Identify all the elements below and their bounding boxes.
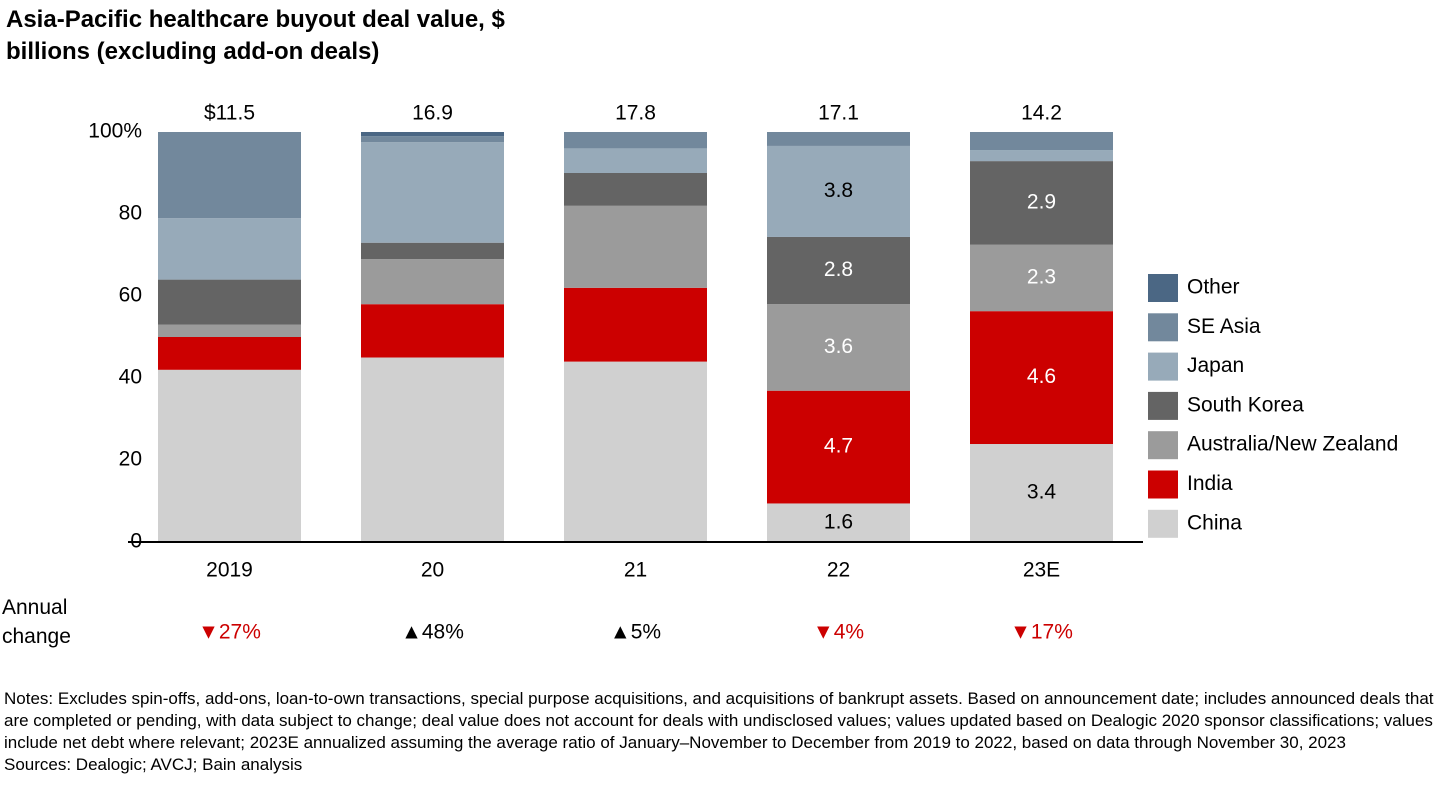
bar-segment [158, 132, 301, 219]
bar-segment [767, 145, 910, 237]
legend-swatch [1148, 352, 1178, 381]
y-tick-label: 60 [119, 284, 142, 307]
bar-segment [970, 161, 1113, 245]
bar-segment [361, 304, 504, 358]
total-label: 17.1 [818, 102, 859, 125]
bar-segment [564, 205, 707, 288]
bar-segment [564, 173, 707, 206]
x-tick-label: 2019 [206, 559, 253, 582]
segment-label: 4.7 [824, 435, 853, 458]
bar-segment [767, 390, 910, 504]
annual-change: ▲5% [610, 621, 661, 644]
bar-segment [970, 244, 1113, 312]
legend-label: SE Asia [1187, 315, 1261, 338]
segment-label: 3.8 [824, 179, 853, 202]
y-tick-label: 100% [88, 120, 142, 143]
legend-swatch [1148, 509, 1178, 538]
annual-change: ▲48% [401, 621, 464, 644]
total-label: 17.8 [615, 102, 656, 125]
legend-swatch [1148, 391, 1178, 420]
bar-segment [564, 361, 707, 542]
notes-block: Notes: Excludes spin-offs, add-ons, loan… [4, 688, 1436, 776]
bar-segment [970, 132, 1113, 151]
total-label: $11.5 [204, 102, 255, 125]
segment-label: 1.6 [824, 510, 853, 533]
segment-label: 3.4 [1027, 481, 1057, 504]
legend-swatch [1148, 470, 1178, 499]
bar-segment [361, 136, 504, 143]
total-label: 16.9 [412, 102, 453, 125]
legend-swatch [1148, 313, 1178, 342]
bar-segment [361, 132, 504, 137]
legend-swatch [1148, 431, 1178, 460]
annual-change: ▼4% [813, 621, 864, 644]
bar-segment [361, 357, 504, 542]
total-label: 14.2 [1021, 102, 1062, 125]
annual-change-label: Annual change [2, 596, 71, 648]
x-tick-label: 21 [624, 559, 647, 582]
bar-segment [970, 150, 1113, 162]
segment-label: 3.6 [824, 335, 853, 358]
segment-label: 2.3 [1027, 266, 1056, 289]
segment-label: 2.8 [824, 258, 853, 281]
legend-label: Japan [1187, 354, 1244, 377]
y-tick-label: 20 [119, 448, 142, 471]
y-tick-label: 40 [119, 366, 142, 389]
x-tick-label: 22 [827, 559, 850, 582]
bar-segment [564, 132, 707, 149]
annual-change: ▼17% [1010, 621, 1073, 644]
bar-segment [361, 142, 504, 243]
bar-segment [970, 311, 1113, 445]
x-tick-label: 23E [1023, 559, 1060, 582]
legend-label: Other [1187, 276, 1240, 299]
notes: Notes: Excludes spin-offs, add-ons, loan… [4, 689, 1434, 752]
bar-segment [970, 444, 1113, 542]
bar-segment [361, 259, 504, 305]
legend-label: South Korea [1187, 393, 1304, 416]
segment-label: 4.6 [1027, 365, 1056, 388]
bar-segment [158, 369, 301, 542]
annual-change: ▼27% [198, 621, 261, 644]
legend-swatch [1148, 274, 1178, 302]
y-tick-label: 80 [119, 202, 142, 225]
legend-label: China [1187, 511, 1242, 534]
chart-title: Asia-Pacific healthcare buyout deal valu… [6, 6, 505, 65]
bar-segment [767, 236, 910, 305]
bar-segment [767, 503, 910, 542]
bar-segment [564, 148, 707, 173]
legend-label: Australia/New Zealand [1187, 433, 1398, 456]
bar-segment [767, 132, 910, 146]
bar-segment [361, 242, 504, 260]
bar-segment [158, 218, 301, 280]
bar-segment [564, 287, 707, 362]
bar-segment [158, 324, 301, 337]
bar-segment [158, 279, 301, 325]
legend-label: India [1187, 472, 1233, 495]
segment-label: 2.9 [1027, 190, 1056, 213]
bar-segment [158, 337, 301, 370]
sources: Sources: Dealogic; AVCJ; Bain analysis [4, 755, 303, 774]
bar-segment [767, 304, 910, 391]
x-tick-label: 20 [421, 559, 444, 582]
